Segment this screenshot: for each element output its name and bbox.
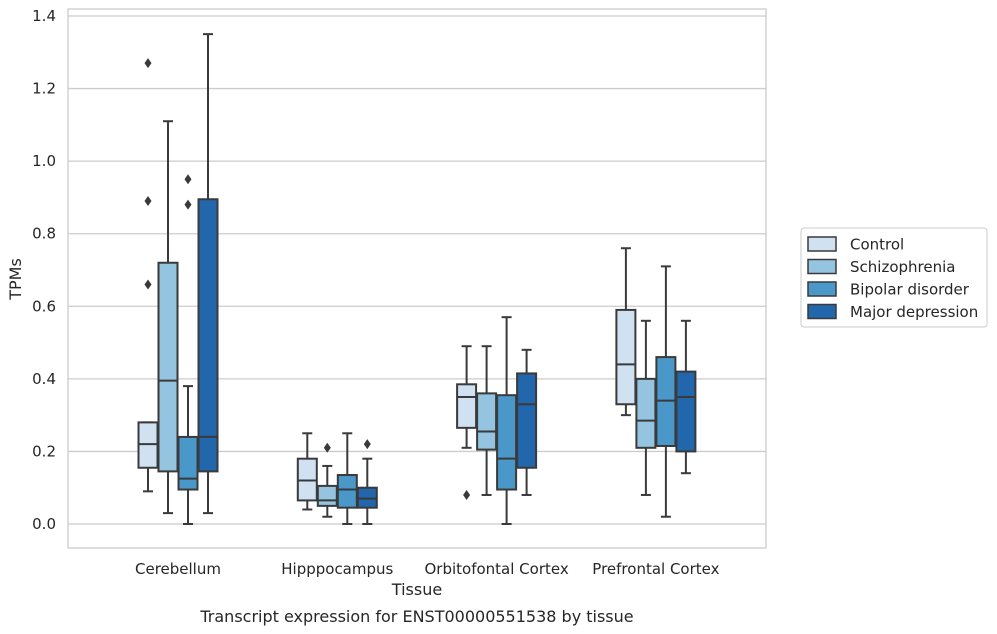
y-tick-label: 0.8 [32, 225, 56, 243]
outlier-point [144, 196, 152, 207]
x-tick-label: Orbitofontal Cortex [424, 560, 568, 578]
legend-swatch [807, 236, 837, 252]
outlier-point [463, 489, 471, 500]
outlier-point [144, 279, 152, 290]
y-tick-label: 1.0 [32, 152, 56, 170]
legend-label: Bipolar disorder [850, 281, 970, 299]
iqr-box [456, 383, 478, 429]
iqr-box [635, 377, 657, 449]
box-3-0 [615, 247, 637, 417]
iqr-box [516, 372, 538, 469]
box-2-2 [496, 316, 518, 525]
legend: Control Schizophrenia Bipolar disorder Majo… [800, 227, 988, 328]
iqr-box [496, 394, 518, 491]
box-0-3 [197, 33, 219, 515]
x-tick-label: Prefrontal Cortex [592, 560, 719, 578]
iqr-box [316, 484, 338, 507]
y-tick-label: 0.4 [32, 370, 56, 388]
x-tick-label: Cerebellum [135, 560, 221, 578]
outlier-point [184, 174, 192, 185]
iqr-box [157, 261, 179, 473]
iqr-box [177, 435, 199, 491]
legend-label: Schizophrenia [850, 258, 955, 276]
box-1-2 [336, 432, 358, 525]
box-2-0 [456, 345, 478, 500]
box-1-3 [356, 439, 378, 525]
y-tick-label: 1.2 [32, 80, 56, 98]
y-tick-label: 0.0 [32, 515, 56, 533]
legend-swatch [807, 303, 837, 320]
box-0-2 [177, 174, 199, 525]
chart-caption: Transcript expression for ENST0000055153… [199, 607, 633, 626]
outlier-point [184, 199, 192, 210]
box-plots [137, 33, 697, 525]
iqr-box [336, 474, 358, 509]
legend-label: Control [850, 236, 904, 254]
iqr-box [675, 370, 697, 453]
x-axis-label: Tissue [391, 580, 442, 599]
x-tick-labels: Cerebellum Hipppocampus Orbitofontal Corte… [135, 560, 720, 578]
legend-swatch [807, 258, 837, 275]
iqr-box [615, 308, 637, 406]
y-tick-label: 0.6 [32, 297, 56, 315]
outlier-point [323, 442, 331, 453]
y-tick-labels: 0.0 0.2 0.4 0.6 0.8 1.0 1.2 1.4 [32, 7, 56, 533]
box-3-3 [675, 319, 697, 475]
outlier-point [363, 439, 371, 450]
box-2-3 [516, 348, 538, 496]
legend-frame [800, 227, 988, 328]
outlier-point [144, 58, 152, 69]
y-tick-label: 1.4 [32, 7, 56, 25]
x-tick-label: Hipppocampus [281, 560, 393, 578]
y-tick-label: 0.2 [32, 442, 56, 460]
box-1-0 [296, 432, 318, 511]
legend-swatch [807, 281, 837, 297]
iqr-box [476, 392, 498, 451]
y-axis-label: TPMs [6, 258, 25, 301]
box-0-1 [157, 120, 179, 515]
legend-label: Major depression [850, 303, 978, 321]
iqr-box [197, 198, 219, 473]
